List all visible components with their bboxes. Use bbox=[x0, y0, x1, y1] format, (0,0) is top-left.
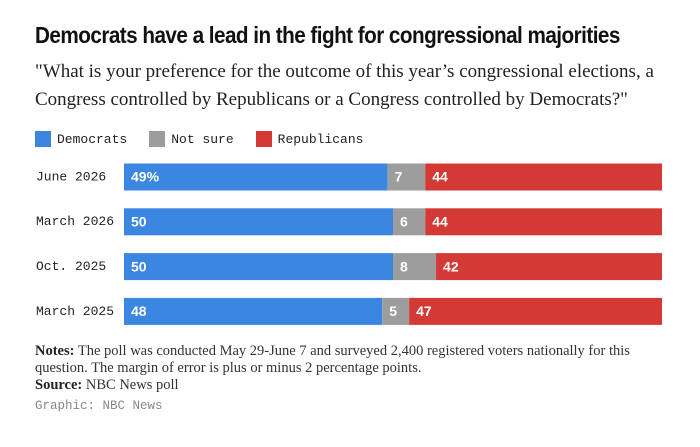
bar-segment bbox=[425, 163, 662, 191]
bar-segment bbox=[124, 208, 393, 236]
legend-label: Republicans bbox=[277, 131, 364, 147]
bar-segment bbox=[393, 208, 426, 236]
data-label: 44 bbox=[432, 169, 448, 185]
legend: Democrats Not sure Republicans bbox=[35, 131, 363, 147]
notes-text: The poll was conducted May 29-June 7 and… bbox=[35, 343, 630, 376]
source-label: Source: bbox=[35, 377, 83, 393]
y-tick-label: March 2026 bbox=[36, 214, 114, 229]
source: Source: NBC News poll bbox=[35, 377, 179, 394]
bar-segment bbox=[425, 208, 662, 236]
chart-subtitle: "What is your preference for the outcome… bbox=[35, 61, 654, 110]
data-label: 6 bbox=[400, 214, 408, 230]
legend-label: Democrats bbox=[57, 131, 128, 147]
data-label: 5 bbox=[389, 303, 397, 319]
legend-swatch bbox=[35, 131, 51, 147]
data-label: 50 bbox=[131, 214, 147, 230]
legend-swatch bbox=[255, 131, 272, 147]
legend-label: Not sure bbox=[171, 131, 234, 147]
chart-title: Democrats have a lead in the fight for c… bbox=[35, 22, 620, 48]
bar-segment bbox=[393, 253, 437, 281]
notes-label: Notes: bbox=[35, 343, 75, 359]
bar-segment bbox=[436, 253, 662, 281]
bar-segment bbox=[382, 297, 410, 325]
data-label: 7 bbox=[395, 169, 403, 185]
bar-segment bbox=[409, 297, 662, 325]
data-label: 47 bbox=[416, 303, 432, 319]
data-label: 42 bbox=[443, 258, 459, 274]
data-label: 50 bbox=[131, 258, 147, 274]
y-tick-label: Oct. 2025 bbox=[36, 259, 106, 274]
y-tick-label: March 2025 bbox=[36, 304, 114, 319]
bar-segment bbox=[124, 163, 388, 191]
legend-item: Not sure bbox=[149, 131, 234, 147]
bar-segment bbox=[387, 163, 426, 191]
bar-segment bbox=[124, 297, 383, 325]
data-label: 49% bbox=[131, 169, 160, 185]
data-label: 48 bbox=[131, 303, 147, 319]
bar-segment bbox=[124, 253, 393, 281]
legend-item: Democrats bbox=[35, 131, 127, 147]
data-label: 44 bbox=[432, 214, 448, 230]
y-tick-label: June 2026 bbox=[36, 169, 106, 184]
notes: Notes: The poll was conducted May 29-Jun… bbox=[35, 343, 675, 377]
credit: Graphic: NBC News bbox=[35, 399, 163, 413]
source-text: NBC News poll bbox=[85, 377, 179, 393]
legend-swatch bbox=[149, 131, 166, 147]
data-label: 8 bbox=[400, 258, 408, 274]
legend-item: Republicans bbox=[255, 131, 364, 147]
